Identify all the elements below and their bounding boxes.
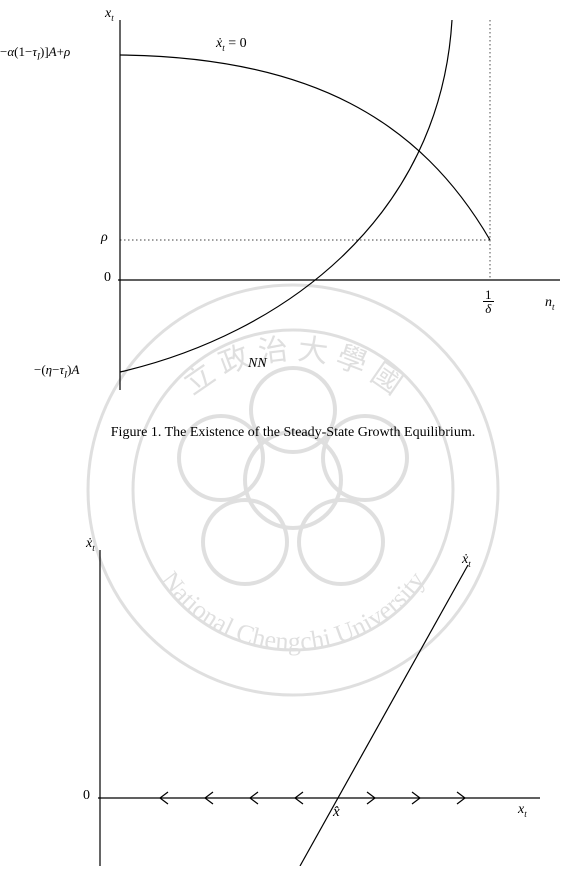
zero-label-bottom: 0 (83, 788, 90, 804)
y-tick-rho: ρ (101, 230, 108, 246)
y-axis-label-top: xt (105, 6, 114, 23)
figure-top: xt −α(1−τI)]A+ρ ẋt = 0 ρ 0 −(η−τI)A NN 1… (0, 0, 586, 400)
fig2-svg (0, 530, 586, 866)
figure-bottom: ẋt ẋt 0 x̂ xt (0, 530, 586, 866)
nn-label: NN (248, 356, 267, 372)
xdot-zero-label: ẋt = 0 (216, 36, 247, 53)
y-tick-top: −α(1−τI)]A+ρ (0, 44, 70, 62)
x-tick-frac: 1δ (483, 288, 494, 315)
figure-caption: Figure 1. The Existence of the Steady-St… (0, 425, 586, 441)
fig1-svg (0, 0, 586, 400)
y-tick-neg: −(η−τI)A (34, 362, 79, 380)
xhat-label: x̂ (333, 804, 340, 821)
x-axis-label-top: nt (545, 295, 555, 312)
y-axis-label-bottom: ẋt (86, 536, 95, 553)
line-label-bottom: ẋt (462, 552, 471, 569)
y-tick-zero: 0 (104, 270, 111, 286)
x-axis-label-bottom: xt (518, 802, 527, 819)
